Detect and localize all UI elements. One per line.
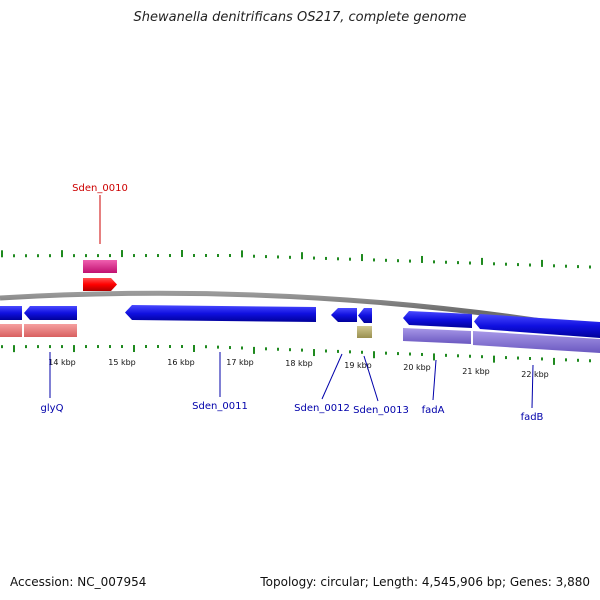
fadb-leader: [531, 364, 534, 409]
gene-arrow-sden-0010[interactable]: [83, 278, 117, 291]
kbp-label: 17 kbp: [226, 358, 254, 367]
gene-arrow-glyq[interactable]: [24, 306, 77, 320]
gene-label-sden-0013: Sden_0013: [353, 405, 409, 416]
kbp-label: 20 kbp: [403, 363, 431, 372]
gene-arrow-left-partial[interactable]: [0, 306, 22, 320]
gene-label-sden-0011: Sden_0011: [192, 401, 248, 412]
gene-arrow-sden-0012[interactable]: [331, 308, 357, 322]
sden-0012-leader: [321, 353, 343, 400]
kbp-label: 16 kbp: [167, 358, 195, 367]
kbp-label: 19 kbp: [344, 361, 372, 370]
gene-label-sden-0012: Sden_0012: [294, 403, 350, 414]
gene-label-fada: fadA: [422, 405, 445, 416]
gene-label-fadb: fadB: [521, 412, 544, 423]
accession-text: Accession: NC_007954: [10, 575, 147, 589]
lower-tick-track: [1, 345, 591, 365]
gene-leaders: [49, 352, 534, 409]
product-bar-salmon-left[interactable]: [0, 324, 22, 337]
product-bar-purple-fadb[interactable]: [473, 331, 600, 353]
product-bar-salmon-glyq[interactable]: [24, 324, 77, 337]
kbp-label: 18 kbp: [285, 359, 313, 368]
kbp-label: 21 kbp: [462, 367, 490, 376]
fada-leader: [432, 359, 437, 401]
product-bar-purple-fada[interactable]: [403, 328, 471, 344]
upper-tick-track: [1, 250, 591, 269]
kbp-scale: 14 kbp 15 kbp 16 kbp 17 kbp 18 kbp 19 kb…: [48, 358, 549, 379]
rna-feature-pink[interactable]: [83, 260, 117, 273]
kbp-label: 14 kbp: [48, 358, 76, 367]
sden-0013-leader: [363, 355, 379, 402]
gene-arrow-fadb[interactable]: [474, 314, 600, 338]
kbp-label: 22 kbp: [521, 370, 549, 379]
product-bar-olive[interactable]: [357, 326, 372, 338]
topology-text: Topology: circular; Length: 4,545,906 bp…: [260, 575, 590, 589]
gene-arrow-fada[interactable]: [403, 311, 472, 328]
gene-arrow-sden-0011[interactable]: [125, 305, 316, 322]
genome-title: Shewanella denitrificans OS217, complete…: [133, 10, 467, 25]
gene-label-glyq: glyQ: [41, 403, 64, 414]
gene-arrow-sden-0013[interactable]: [358, 308, 372, 323]
gene-label-sden-0010: Sden_0010: [72, 183, 128, 194]
kbp-label: 15 kbp: [108, 358, 136, 367]
